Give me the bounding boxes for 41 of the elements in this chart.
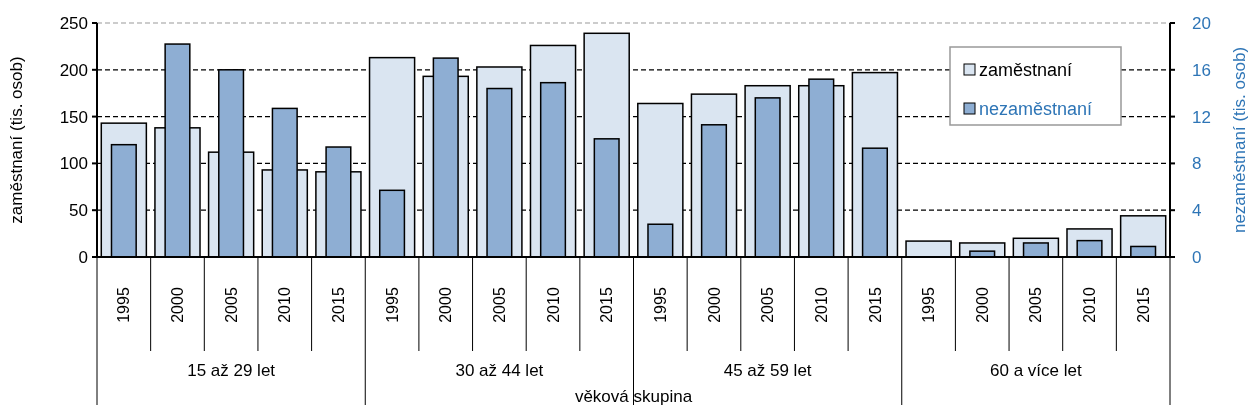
y2-tick-label: 8: [1192, 154, 1202, 174]
y2-tick-label: 12: [1192, 107, 1211, 127]
y-tick-label: 100: [59, 154, 88, 174]
text: 15 až 29 let: [187, 361, 276, 380]
y-tick-label: 50: [69, 201, 88, 221]
x-tick-label: 2015: [330, 287, 348, 323]
text: 30 až 44 let: [455, 361, 544, 380]
x-tick-label: 2010: [812, 287, 830, 323]
y2-tick-label: 20: [1192, 13, 1211, 33]
x-tick-label: 2015: [1134, 287, 1152, 323]
x-tick-label: 2015: [598, 287, 616, 323]
y2-tick-label: 0: [1192, 247, 1202, 267]
y2-axis-title: nezaměstnaní (tis. osob): [1230, 46, 1249, 234]
x-tick-label: 2005: [759, 287, 777, 323]
y2-tick-label: 4: [1192, 201, 1202, 221]
x-axis-title: věková skupina: [574, 387, 693, 405]
y-tick-label: 200: [59, 60, 88, 80]
x-tick-label: 1995: [651, 287, 669, 323]
text: 60 a více let: [990, 361, 1082, 380]
x-tick-label: 2005: [222, 287, 240, 323]
legend-label: nezaměstnaní: [979, 99, 1093, 120]
x-tick-label: 2000: [973, 287, 991, 323]
x-tick-label: 2010: [544, 287, 562, 323]
x-tick-label: 1995: [115, 287, 133, 323]
x-tick-label: 2005: [490, 287, 508, 323]
x-tick-label: 2010: [276, 287, 294, 323]
text: 45 až 59 let: [723, 361, 812, 380]
legend-label: zaměstnaní: [979, 60, 1073, 81]
x-tick-label: 2015: [866, 287, 884, 323]
y-tick-label: 150: [59, 107, 88, 127]
x-tick-label: 2000: [437, 287, 455, 323]
x-tick-label: 2005: [1027, 287, 1045, 323]
y-tick-label: 0: [78, 247, 88, 267]
x-tick-label: 2000: [705, 287, 723, 323]
x-tick-label: 2010: [1081, 287, 1099, 323]
y-axis-title: zaměstnaní (tis. osob): [7, 56, 26, 224]
x-tick-label: 2000: [169, 287, 187, 323]
y2-tick-label: 16: [1192, 60, 1211, 80]
y-tick-label: 250: [59, 13, 88, 33]
x-tick-label: 1995: [383, 287, 401, 323]
x-tick-label: 1995: [920, 287, 938, 323]
